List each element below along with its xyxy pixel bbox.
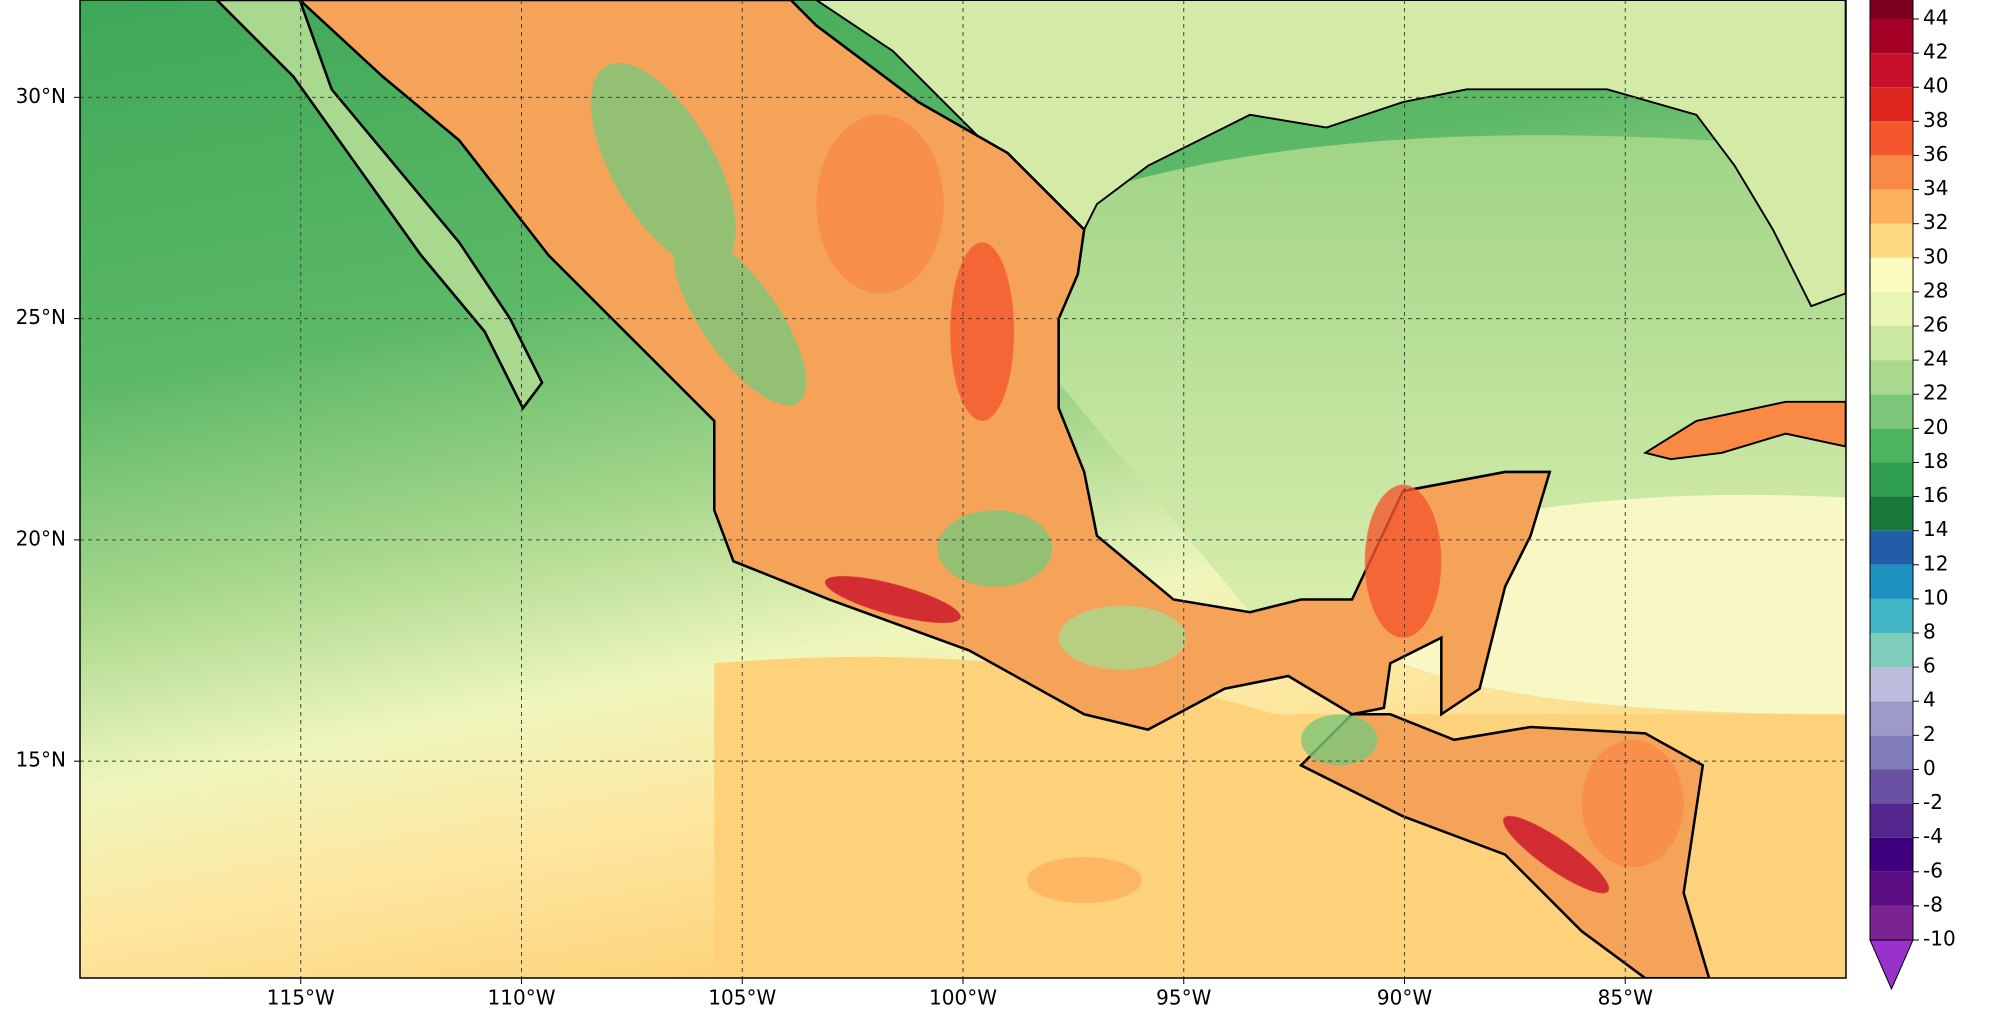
colorbar-tick-label: 16: [1923, 483, 1948, 507]
colorbar-segment: [1870, 291, 1913, 326]
colorbar-segment: [1870, 496, 1913, 531]
grid: [80, 0, 1846, 978]
colorbar-segment: [1870, 564, 1913, 599]
x-tick-label: 110°W: [488, 986, 556, 1010]
x-tick-label: 115°W: [267, 986, 335, 1010]
colorbar-tick-label: 28: [1923, 278, 1948, 302]
colorbar-extension: [1869, 939, 1914, 991]
colorbar-tick-label: 24: [1923, 347, 1948, 371]
colorbar-tick-label: 4: [1923, 688, 1936, 712]
x-tick-label: 105°W: [708, 986, 776, 1010]
colorbar-tick-label: 36: [1923, 142, 1948, 166]
x-tick-label: 90°W: [1377, 986, 1432, 1010]
colorbar-tick-label: 12: [1923, 551, 1948, 575]
colorbar-segment: [1870, 905, 1913, 940]
colorbar-segment: [1870, 19, 1913, 54]
colorbar-segment: [1870, 803, 1913, 838]
colorbar-segment: [1870, 633, 1913, 668]
colorbar-segment: [1870, 87, 1913, 122]
colorbar-segment: [1870, 53, 1913, 88]
colorbar-segment: [1870, 0, 1913, 19]
colorbar-tick-label: -4: [1923, 824, 1943, 848]
colorbar-segment: [1870, 223, 1913, 258]
colorbar-tick-label: 34: [1923, 176, 1948, 200]
y-tick-label: 15°N: [16, 748, 66, 772]
colorbar-tick-label: 10: [1923, 585, 1948, 609]
y-tick-label: 20°N: [16, 526, 66, 550]
colorbar-tick-label: 14: [1923, 517, 1948, 541]
colorbar-tick-label: 0: [1923, 756, 1936, 780]
x-tick-label: 100°W: [929, 986, 997, 1010]
colorbar-tick-label: 6: [1923, 654, 1936, 678]
colorbar-segment: [1870, 701, 1913, 736]
colorbar-outline: [1869, 0, 1914, 941]
colorbar-segment: [1870, 735, 1913, 770]
colorbar-segment: [1870, 394, 1913, 429]
colorbar-segment: [1870, 837, 1913, 872]
colorbar-tick-label: -8: [1923, 892, 1943, 916]
colorbar-segment: [1870, 428, 1913, 463]
colorbar-tick-label: 20: [1923, 415, 1948, 439]
colorbar-tick-label: 32: [1923, 210, 1948, 234]
colorbar-tick-label: 2: [1923, 722, 1936, 746]
colorbar-tick-label: -6: [1923, 858, 1943, 882]
colorbar-segment: [1870, 360, 1913, 395]
colorbar-segment: [1870, 871, 1913, 906]
colorbar-segment: [1870, 326, 1913, 361]
colorbar-tick-label: -10: [1923, 927, 1956, 951]
colorbar-segment: [1870, 598, 1913, 633]
colorbar-segment: [1870, 769, 1913, 804]
colorbar-tick-label: 8: [1923, 620, 1936, 644]
x-tick-label: 95°W: [1156, 986, 1211, 1010]
colorbar-tick-label: 22: [1923, 381, 1948, 405]
geography: [215, 0, 1846, 978]
colorbar-tick-label: 40: [1923, 74, 1948, 98]
colorbar-segment: [1870, 462, 1913, 497]
colorbar-tick-label: 18: [1923, 449, 1948, 473]
baja: [215, 0, 544, 411]
field-texture: [590, 63, 1684, 904]
colorbar-tick-label: 26: [1923, 313, 1948, 337]
colorbar-segment: [1870, 667, 1913, 702]
mexico: [297, 0, 1552, 731]
colorbar-segment: [1870, 121, 1913, 156]
colorbar-tick-label: -2: [1923, 790, 1943, 814]
colorbar-segment: [1870, 155, 1913, 190]
x-tick-label: 85°W: [1598, 986, 1653, 1010]
y-tick-label: 25°N: [16, 305, 66, 329]
y-tick-label: 30°N: [16, 84, 66, 108]
colorbar-tick-label: 38: [1923, 108, 1948, 132]
colorbar-segment: [1870, 530, 1913, 565]
colorbar-tick-label: 30: [1923, 244, 1948, 268]
colorbar-tick-label: 44: [1923, 6, 1948, 30]
colorbar-segment: [1870, 189, 1913, 224]
colorbar-segment: [1870, 257, 1913, 292]
colorbar-tick-label: 42: [1923, 40, 1948, 64]
